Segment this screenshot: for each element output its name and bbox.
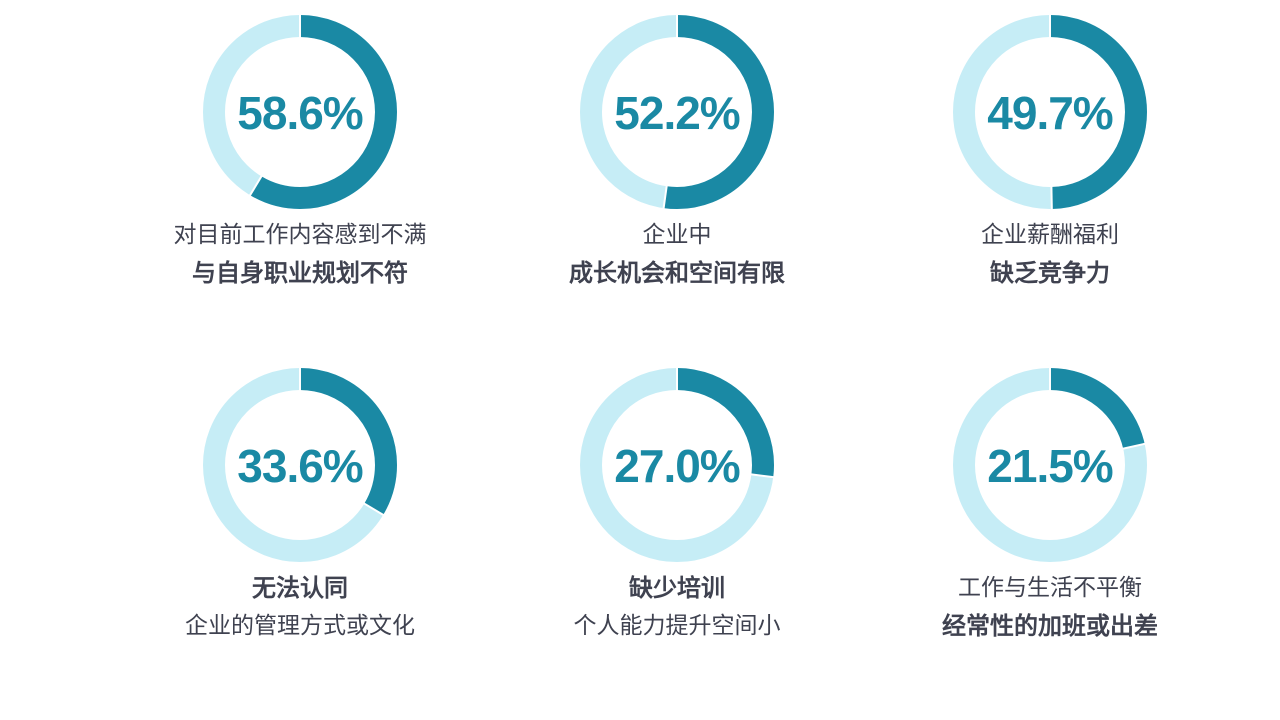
donut-chart: 58.6% <box>203 14 397 209</box>
donut-caption: 对目前工作内容感到不满 与自身职业规划不符 <box>140 216 460 292</box>
donut-chart: 21.5% <box>953 367 1147 562</box>
donut-caption: 无法认同企业的管理方式或文化 <box>140 569 460 645</box>
donut-card: 49.7% 企业薪酬福利 缺乏竞争力 <box>890 10 1210 292</box>
donut-value-label: 27.0% <box>614 440 740 492</box>
caption-line: 个人能力提升空间小 <box>573 613 781 639</box>
donut-value-label: 33.6% <box>237 440 363 492</box>
caption-line: 工作与生活不平衡 <box>958 575 1142 601</box>
caption-line: 对目前工作内容感到不满 <box>173 222 427 248</box>
caption-line: 企业薪酬福利 <box>981 222 1119 248</box>
donut-caption: 企业薪酬福利 缺乏竞争力 <box>890 216 1210 292</box>
caption-bold-line: 无法认同 <box>252 574 348 602</box>
caption-line: 企业中 <box>642 222 712 248</box>
donut-separator <box>248 174 263 197</box>
donut-chart: 52.2% <box>580 14 774 210</box>
donut-chart: 49.7% <box>953 14 1147 211</box>
caption-bold-line: 成长机会和空间有限 <box>569 259 785 287</box>
donut-card: 27.0% 缺少培训个人能力提升空间小 <box>517 363 837 645</box>
donut-value-label: 58.6% <box>237 87 363 139</box>
donut-chart: 33.6% <box>203 367 397 562</box>
donut-separator <box>662 185 668 210</box>
caption-line: 企业的管理方式或文化 <box>185 613 415 639</box>
caption-bold-line: 缺乏竞争力 <box>990 259 1110 287</box>
caption-bold-line: 经常性的加班或出差 <box>942 612 1158 640</box>
caption-bold-line: 缺少培训 <box>629 574 725 602</box>
donut-caption: 工作与生活不平衡 经常性的加班或出差 <box>890 569 1210 645</box>
donut-separator <box>362 502 385 517</box>
donut-chart: 27.0% <box>580 367 775 562</box>
donut-value-label: 49.7% <box>987 87 1113 139</box>
donut-value-label: 52.2% <box>614 87 740 139</box>
caption-bold-line: 与自身职业规划不符 <box>192 259 408 287</box>
donut-card: 21.5% 工作与生活不平衡 经常性的加班或出差 <box>890 363 1210 645</box>
donut-value-label: 21.5% <box>987 440 1113 492</box>
donut-caption: 企业中成长机会和空间有限 <box>517 216 837 292</box>
donut-separator <box>750 473 775 479</box>
donut-card: 33.6% 无法认同企业的管理方式或文化 <box>140 363 460 645</box>
donut-separator <box>1121 442 1146 450</box>
donut-card: 52.2% 企业中成长机会和空间有限 <box>517 10 837 292</box>
donut-card: 58.6% 对目前工作内容感到不满 与自身职业规划不符 <box>140 10 460 292</box>
donut-caption: 缺少培训个人能力提升空间小 <box>517 569 837 645</box>
